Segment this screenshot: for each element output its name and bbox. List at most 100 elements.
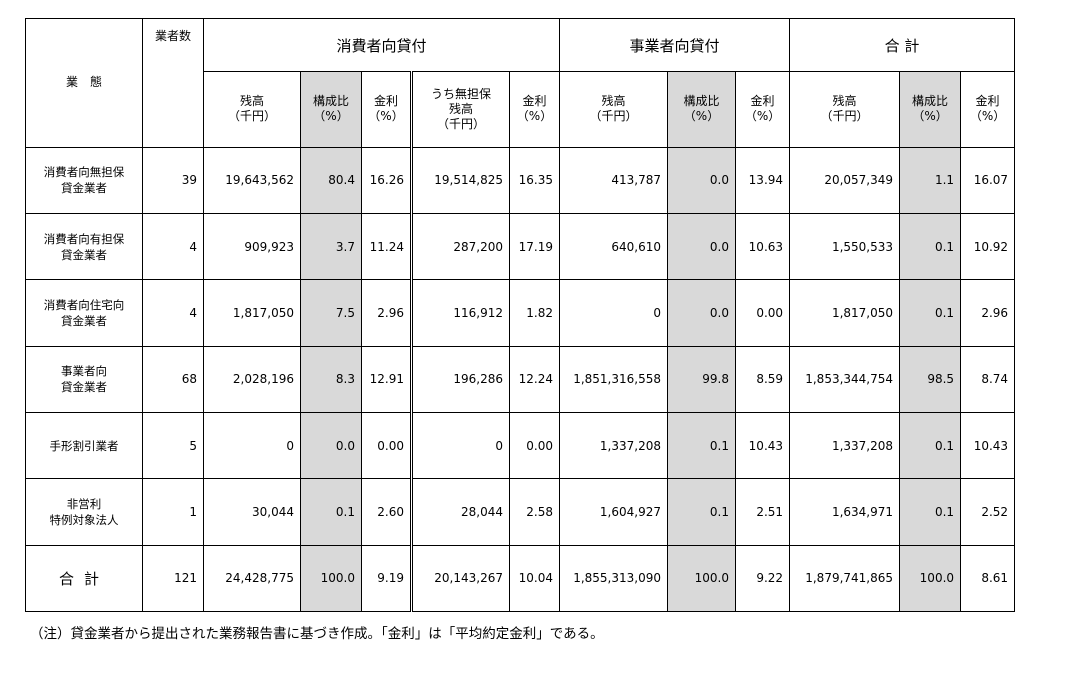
cell-total-balance: 1,337,208 xyxy=(789,411,901,480)
total-balance-header: 残高 （千円） xyxy=(789,71,901,148)
total-business-ratio: 100.0 xyxy=(667,544,736,613)
total-consumer-rate: 9.19 xyxy=(361,544,412,613)
cell-consumer-unsecured-rate: 2.58 xyxy=(509,478,560,546)
row-category-label: 非営利 特例対象法人 xyxy=(25,478,143,546)
consumer-balance-header: 残高 （千円） xyxy=(203,71,301,148)
total-row: 合計 121 24,428,775 100.0 9.19 20,143,267 … xyxy=(25,544,1016,613)
cell-total-balance: 1,550,533 xyxy=(789,212,901,281)
table-row: 非営利 特例対象法人 1 30,044 0.1 2.60 28,044 2.58 1,604,9… xyxy=(25,478,1016,546)
cell-consumer-rate: 0.00 xyxy=(361,411,412,480)
cell-business-rate: 13.94 xyxy=(734,146,791,214)
cell-total-ratio: 0.1 xyxy=(899,478,962,546)
cell-consumer-unsecured-rate: 17.19 xyxy=(509,212,560,281)
cell-consumer-rate: 2.96 xyxy=(361,279,412,347)
cell-consumer-balance: 30,044 xyxy=(203,478,301,546)
cell-business-rate: 0.00 xyxy=(734,279,791,347)
header-row-1: 業 態 業者数 消費者向貸付 事業者向貸付 合 計 xyxy=(25,17,1016,148)
cell-consumer-unsecured-rate: 0.00 xyxy=(509,411,560,480)
table-row: 手形割引業者 5 0 0.0 0.00 0 0.00 1,337,208 0.1 10.43 1,3… xyxy=(25,411,1016,480)
total-business-rate: 9.22 xyxy=(734,544,791,613)
business-balance-header: 残高 （千円） xyxy=(559,71,668,148)
total-consumer-ratio: 100.0 xyxy=(300,544,362,613)
cell-consumer-ratio: 8.3 xyxy=(300,345,362,413)
total-ratio-header: 構成比 （%） xyxy=(899,71,962,148)
cell-business-rate: 8.59 xyxy=(734,345,791,413)
consumer-unsecured-balance-header: うち無担保 残高 （千円） xyxy=(410,71,510,148)
cell-consumer-ratio: 0.0 xyxy=(300,411,362,480)
row-category-label: 消費者向無担保 貸金業者 xyxy=(25,146,143,214)
table-row: 事業者向 貸金業者 68 2,028,196 8.3 12.91 196,286 12.24 1… xyxy=(25,345,1016,413)
total-business-balance: 1,855,313,090 xyxy=(559,544,668,613)
cell-consumer-unsecured-rate: 12.24 xyxy=(509,345,560,413)
cell-total-ratio: 0.1 xyxy=(899,212,962,281)
row-category-label: 消費者向住宅向 貸金業者 xyxy=(25,279,143,347)
cell-consumer-unsecured-rate: 1.82 xyxy=(509,279,560,347)
cell-business-balance: 1,604,927 xyxy=(559,478,668,546)
cell-business-balance: 0 xyxy=(559,279,668,347)
cell-total-rate: 16.07 xyxy=(960,146,1016,214)
cell-total-balance: 1,817,050 xyxy=(789,279,901,347)
gyoshasu-header: 業者数 xyxy=(142,18,204,148)
consumer-ratio-header: 構成比 （%） xyxy=(300,71,362,148)
cell-business-balance: 1,337,208 xyxy=(559,411,668,480)
gyotai-header: 業 態 xyxy=(25,18,143,148)
cell-consumer-balance: 2,028,196 xyxy=(203,345,301,413)
total-consumer-balance: 24,428,775 xyxy=(203,544,301,613)
cell-business-balance: 640,610 xyxy=(559,212,668,281)
cell-business-balance: 413,787 xyxy=(559,146,668,214)
header-row-2: 残高 （千円） 構成比 （%） 金利 （%） うち無担保 残高 （千円） 金利 （%） 残高… xyxy=(26,71,1016,148)
cell-business-ratio: 0.1 xyxy=(667,478,736,546)
cell-total-ratio: 1.1 xyxy=(899,146,962,214)
table-row: 消費者向有担保 貸金業者 4 909,923 3.7 11.24 287,200 17.19 6… xyxy=(25,212,1016,281)
consumer-rate-header: 金利 （%） xyxy=(361,71,412,148)
cell-business-ratio: 0.0 xyxy=(667,279,736,347)
cell-consumer-balance: 909,923 xyxy=(203,212,301,281)
cell-total-rate: 8.74 xyxy=(960,345,1016,413)
cell-total-rate: 2.52 xyxy=(960,478,1016,546)
cell-total-ratio: 98.5 xyxy=(899,345,962,413)
total-consumer-unsecured-balance: 20,143,267 xyxy=(410,544,510,613)
row-category-label: 事業者向 貸金業者 xyxy=(25,345,143,413)
cell-consumer-unsecured-rate: 16.35 xyxy=(509,146,560,214)
footnote: （注）貸金業者から提出された業務報告書に基づき作成。「金利」は「平均約定金利」で… xyxy=(30,626,604,642)
total-total-rate: 8.61 xyxy=(960,544,1016,613)
total-row-label: 合計 xyxy=(25,544,143,613)
total-group-header: 合 計 xyxy=(789,17,1016,73)
consumer-group-header: 消費者向貸付 xyxy=(203,17,560,73)
cell-consumer-unsecured-balance: 19,514,825 xyxy=(410,146,510,214)
row-category-label: 消費者向有担保 貸金業者 xyxy=(25,212,143,281)
total-total-balance: 1,879,741,865 xyxy=(789,544,901,613)
cell-count: 1 xyxy=(142,478,204,546)
consumer-unsecured-rate-header: 金利 （%） xyxy=(509,71,560,148)
loan-statistics-table: 業 態 業者数 消費者向貸付 事業者向貸付 合 計 残高 （千円） 構成比 （%） … xyxy=(25,17,1016,613)
cell-consumer-unsecured-balance: 0 xyxy=(410,411,510,480)
business-rate-header: 金利 （%） xyxy=(734,71,791,148)
cell-count: 4 xyxy=(142,212,204,281)
cell-consumer-rate: 12.91 xyxy=(361,345,412,413)
cell-total-ratio: 0.1 xyxy=(899,411,962,480)
cell-total-rate: 2.96 xyxy=(960,279,1016,347)
cell-consumer-balance: 0 xyxy=(203,411,301,480)
total-rate-header: 金利 （%） xyxy=(960,71,1016,148)
table-row: 消費者向無担保 貸金業者 39 19,643,562 80.4 16.26 19,514,8… xyxy=(25,146,1016,214)
cell-total-balance: 20,057,349 xyxy=(789,146,901,214)
cell-consumer-ratio: 3.7 xyxy=(300,212,362,281)
cell-count: 68 xyxy=(142,345,204,413)
cell-business-ratio: 99.8 xyxy=(667,345,736,413)
cell-consumer-rate: 16.26 xyxy=(361,146,412,214)
cell-business-rate: 2.51 xyxy=(734,478,791,546)
cell-total-rate: 10.43 xyxy=(960,411,1016,480)
cell-consumer-rate: 2.60 xyxy=(361,478,412,546)
cell-consumer-balance: 19,643,562 xyxy=(203,146,301,214)
table-row: 消費者向住宅向 貸金業者 4 1,817,050 7.5 2.96 116,912 1.82 0… xyxy=(25,279,1016,347)
cell-total-ratio: 0.1 xyxy=(899,279,962,347)
cell-business-rate: 10.63 xyxy=(734,212,791,281)
cell-consumer-unsecured-balance: 196,286 xyxy=(410,345,510,413)
cell-count: 5 xyxy=(142,411,204,480)
cell-business-balance: 1,851,316,558 xyxy=(559,345,668,413)
cell-consumer-rate: 11.24 xyxy=(361,212,412,281)
cell-consumer-unsecured-balance: 116,912 xyxy=(410,279,510,347)
cell-consumer-ratio: 7.5 xyxy=(300,279,362,347)
cell-total-balance: 1,634,971 xyxy=(789,478,901,546)
cell-consumer-ratio: 0.1 xyxy=(300,478,362,546)
